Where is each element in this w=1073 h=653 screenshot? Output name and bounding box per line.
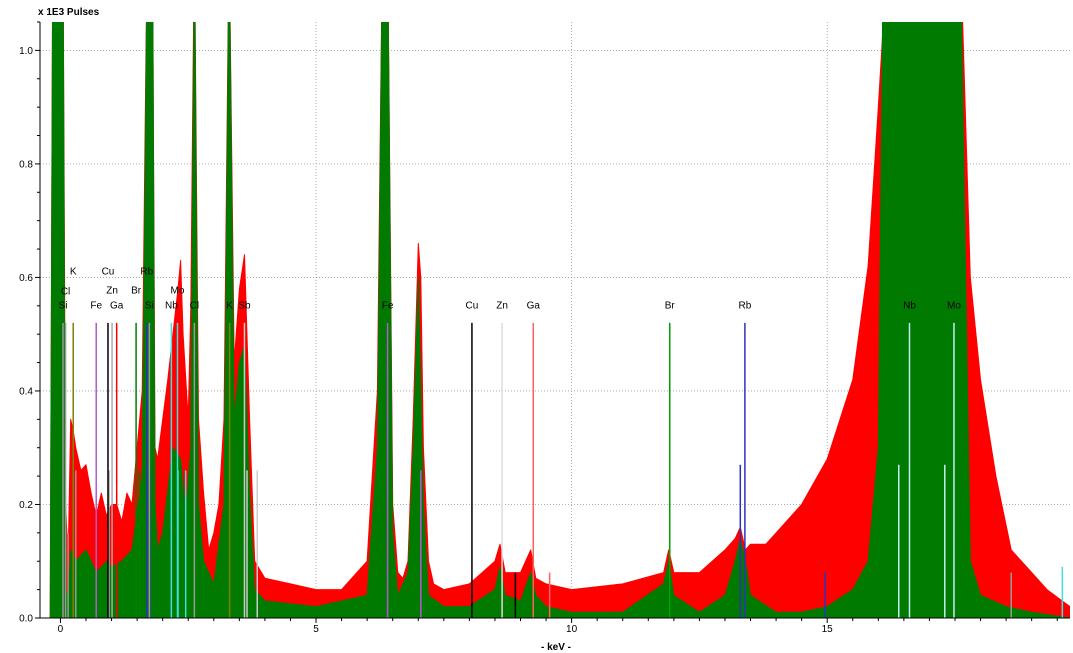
- element-label-mo: Mo: [171, 285, 185, 296]
- element-label-zn: Zn: [496, 301, 508, 312]
- element-label-fe: Fe: [90, 301, 102, 312]
- spectrum-series-1: [49, 22, 1070, 618]
- element-label-br: Br: [665, 301, 676, 312]
- element-label-mo: Mo: [947, 301, 961, 312]
- element-label-cl: Cl: [61, 286, 70, 297]
- element-label-zn: Zn: [106, 285, 118, 296]
- element-label-nb: Nb: [903, 301, 916, 312]
- element-label-k: K: [226, 301, 233, 312]
- y-tick-label-0: 0.0: [19, 614, 33, 625]
- y-tick-label-2: 0.4: [19, 386, 33, 397]
- element-label-sb: Sb: [238, 301, 251, 312]
- y-tick-label-3: 0.6: [19, 273, 33, 284]
- element-label-si: Si: [145, 301, 154, 312]
- element-label-fe: Fe: [382, 301, 394, 312]
- element-label-ga: Ga: [527, 301, 541, 312]
- x-tick-label-1: 5: [313, 624, 319, 635]
- x-axis-title: - keV -: [541, 642, 571, 653]
- y-tick-label-4: 0.8: [19, 159, 33, 170]
- y-axis-title: x 1E3 Pulses: [38, 7, 100, 18]
- element-label-br: Br: [131, 285, 142, 296]
- element-label-rb: Rb: [140, 267, 153, 278]
- element-marker-lines: [62, 322, 1064, 618]
- x-tick-label-0: 0: [58, 624, 64, 635]
- element-label-cu: Cu: [466, 301, 479, 312]
- element-label-ga: Ga: [110, 301, 124, 312]
- element-label-cl: Cl: [190, 301, 199, 312]
- element-label-k: K: [70, 267, 77, 278]
- y-tick-label-5: 1.0: [19, 46, 33, 57]
- x-tick-label-2: 10: [566, 624, 578, 635]
- x-tick-label-3: 15: [822, 624, 834, 635]
- spectrum-series: [49, 22, 1070, 618]
- y-tick-label-1: 0.2: [19, 500, 33, 511]
- element-label-si: Si: [59, 301, 68, 312]
- element-label-cu: Cu: [102, 267, 115, 278]
- axes: 0 5 10 15 0.0 0.2 0.4 0.6 0.8 1.0: [19, 21, 1070, 635]
- element-label-rb: Rb: [738, 301, 751, 312]
- element-label-nb: Nb: [165, 301, 178, 312]
